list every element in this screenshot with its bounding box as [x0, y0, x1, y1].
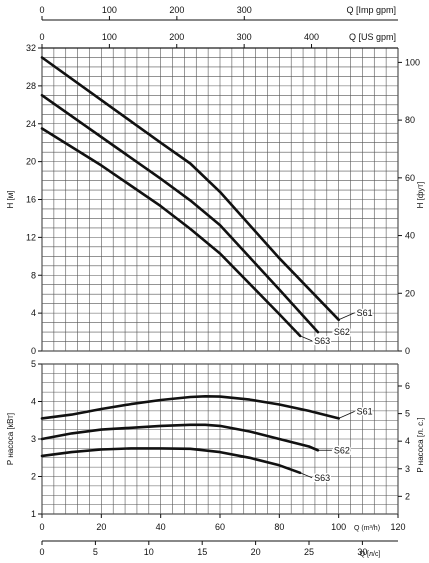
us-gpm-tick-label: 0 [39, 32, 44, 42]
head-y-tick-label: 4 [31, 308, 36, 318]
power-y2-axis-label: P насоса [л. с.] [416, 417, 425, 472]
x-tick-label: 80 [274, 522, 284, 532]
head-y-tick-label: 32 [26, 43, 36, 53]
power-y2-tick-label: 3 [405, 464, 410, 474]
head-label-leader [338, 312, 355, 321]
head-curve-s62 [40, 94, 320, 334]
us-gpm-axis-label: Q [US gpm] [349, 32, 396, 42]
x-tick-label: 120 [390, 522, 405, 532]
us-gpm-tick-label: 300 [237, 32, 252, 42]
ls-tick-label: 20 [251, 547, 261, 557]
head-y-tick-label: 8 [31, 270, 36, 280]
imp-gpm-tick-label: 200 [169, 5, 184, 15]
power-y2-tick-label: 4 [405, 436, 410, 446]
x-tick-label: 100 [331, 522, 346, 532]
x-tick-label: 60 [215, 522, 225, 532]
power-curve-s63 [40, 447, 302, 475]
head-y-tick-label: 28 [26, 81, 36, 91]
power-y2-tick-label: 6 [405, 381, 410, 391]
ls-tick-label: 5 [93, 547, 98, 557]
head-curve-s61 [40, 56, 340, 322]
ls-tick-label: 10 [144, 547, 154, 557]
head-y2-tick-label: 80 [405, 115, 415, 125]
head-y2-tick-label: 60 [405, 173, 415, 183]
power-y2-tick-label: 5 [405, 409, 410, 419]
head-series-label: S63 [314, 336, 330, 346]
head-y-tick-label: 24 [26, 119, 36, 129]
power-curve-s61 [40, 395, 340, 420]
head-curve-s63 [40, 127, 302, 338]
imp-gpm-axis-label: Q [Imp gpm] [346, 5, 396, 15]
power-curve-s62 [40, 423, 320, 452]
power-series-label: S63 [314, 473, 330, 483]
power-y-tick-label: 4 [31, 397, 36, 407]
head-y-tick-label: 0 [31, 346, 36, 356]
us-gpm-tick-label: 200 [169, 32, 184, 42]
ls-axis-label: Q [л/с] [360, 551, 381, 558]
x-tick-label: 40 [156, 522, 166, 532]
power-label-leader [299, 472, 313, 479]
head-y2-tick-label: 20 [405, 288, 415, 298]
x-axis-label: Q (m³/h) [354, 525, 380, 532]
power-y-tick-label: 3 [31, 434, 36, 444]
head-y2-tick-label: 0 [405, 346, 410, 356]
text-layer: 0 100 200 300 Q [Imp gpm]0 100 200 300 400 Q [US … [6, 5, 425, 558]
ls-tick-label: 0 [39, 547, 44, 557]
us-gpm-tick-label: 400 [304, 32, 319, 42]
ls-tick-label: 30 [357, 547, 367, 557]
imp-gpm-tick-label: 0 [39, 5, 44, 15]
us-gpm-tick-label: 100 [102, 32, 117, 42]
head-y-axis-label: H [м] [6, 191, 15, 209]
head-y2-tick-label: 40 [405, 231, 415, 241]
imp-gpm-tick-label: 100 [102, 5, 117, 15]
power-y-tick-label: 1 [31, 509, 36, 519]
x-tick-label: 0 [39, 522, 44, 532]
grid-layer [38, 16, 402, 545]
power-series-label: S61 [357, 406, 373, 416]
x-tick-label: 20 [96, 522, 106, 532]
power-y-tick-label: 2 [31, 472, 36, 482]
head-series-label: S61 [357, 308, 373, 318]
ls-tick-label: 25 [304, 547, 314, 557]
power-label-leader [338, 411, 355, 419]
head-label-leader [299, 335, 313, 342]
power-y2-tick-label: 2 [405, 491, 410, 501]
ls-tick-label: 15 [197, 547, 207, 557]
head-y2-axis-label: H [фут] [416, 182, 425, 209]
imp-gpm-tick-label: 300 [237, 5, 252, 15]
power-y-tick-label: 5 [31, 359, 36, 369]
power-series-label: S62 [334, 445, 350, 455]
head-y-tick-label: 16 [26, 195, 36, 205]
head-y-tick-label: 20 [26, 157, 36, 167]
power-y-axis-label: P насоса [кВт] [6, 413, 15, 465]
head-series-label: S62 [334, 327, 350, 337]
head-y-tick-label: 12 [26, 232, 36, 242]
head-y2-tick-label: 100 [405, 57, 420, 67]
curves-layer [40, 56, 355, 479]
